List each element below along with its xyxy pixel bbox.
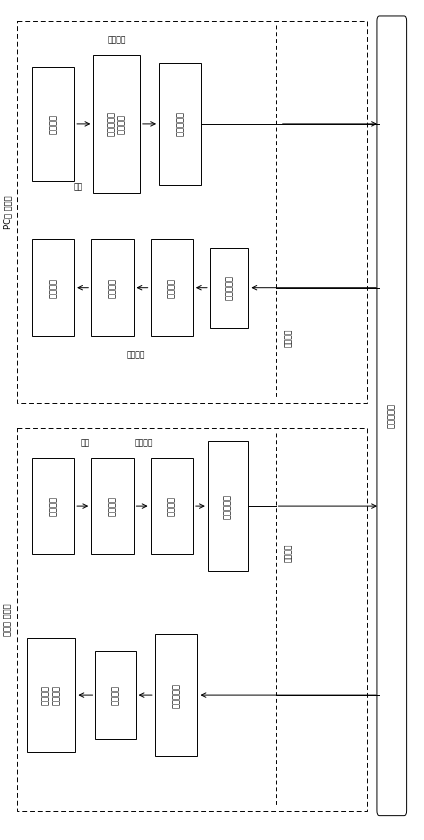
Bar — [210, 248, 248, 328]
FancyBboxPatch shape — [377, 16, 407, 816]
Bar — [155, 634, 197, 756]
Text: 压缩图像: 压缩图像 — [167, 278, 176, 297]
Text: 传输协议: 传输协议 — [284, 328, 293, 348]
Bar — [151, 239, 193, 336]
Text: 解析命令: 解析命令 — [111, 685, 120, 705]
Bar — [17, 428, 367, 811]
Text: 解压算法: 解压算法 — [126, 350, 145, 359]
Bar — [17, 21, 367, 403]
Bar — [159, 63, 201, 185]
Text: 收到缓冲区: 收到缓冲区 — [171, 683, 181, 707]
Bar — [93, 55, 140, 193]
Bar — [208, 441, 248, 571]
Text: 显示图像: 显示图像 — [48, 278, 58, 297]
Bar — [32, 458, 74, 554]
Text: 计算机网络: 计算机网络 — [387, 403, 396, 428]
Bar — [95, 651, 136, 739]
Text: 还原图像: 还原图像 — [108, 278, 117, 297]
Text: 编码图像: 编码图像 — [108, 496, 117, 516]
Text: 压缩图像: 压缩图像 — [167, 496, 176, 516]
Text: 压缩算法: 压缩算法 — [135, 438, 153, 447]
Text: 产生: 产生 — [74, 182, 83, 192]
Text: 传输协议: 传输协议 — [284, 543, 293, 562]
Bar — [91, 239, 134, 336]
Bar — [151, 458, 193, 554]
Text: PC端 客户端: PC端 客户端 — [3, 195, 12, 229]
Text: 发送命令: 发送命令 — [48, 114, 58, 134]
Text: 发送缓冲区: 发送缓冲区 — [223, 494, 232, 518]
Text: 接收命令
显示图像: 接收命令 显示图像 — [42, 685, 61, 705]
Bar — [91, 458, 134, 554]
Bar — [32, 67, 74, 181]
Text: 发送缓冲区: 发送缓冲区 — [176, 112, 185, 136]
Bar — [27, 638, 75, 752]
Text: 产生: 产生 — [80, 438, 89, 447]
Text: 打包并压缩
编码内容: 打包并压缩 编码内容 — [107, 112, 126, 136]
Bar — [32, 239, 74, 336]
Text: 压缩算法: 压缩算法 — [107, 35, 126, 44]
Text: 装置偶 服务端: 装置偶 服务端 — [3, 603, 12, 636]
Text: 接收缓冲区: 接收缓冲区 — [224, 276, 234, 300]
Text: 抓取图像: 抓取图像 — [48, 496, 58, 516]
